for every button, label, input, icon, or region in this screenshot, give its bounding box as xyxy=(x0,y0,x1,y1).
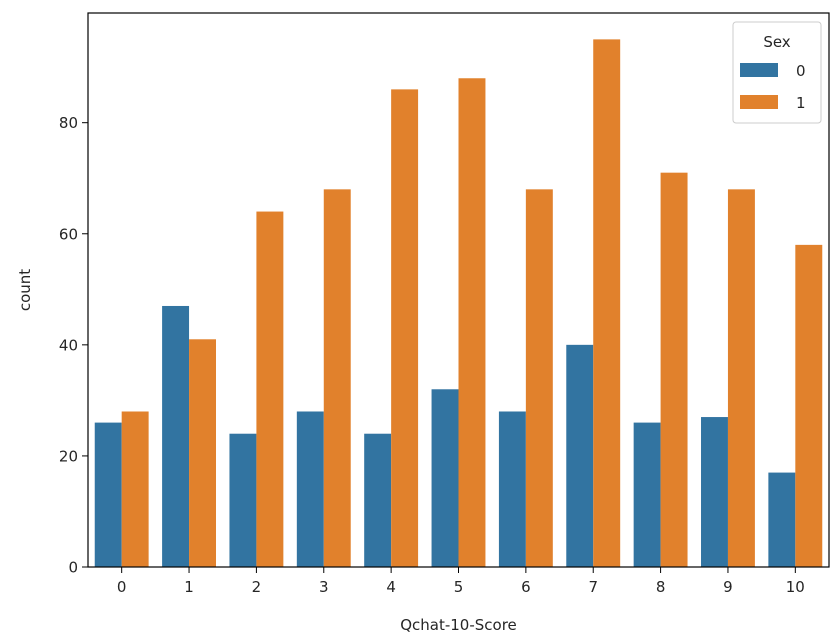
bar-8-series-1 xyxy=(660,172,688,568)
bar-4-series-1 xyxy=(391,89,419,568)
x-tick-label-9: 9 xyxy=(723,578,733,596)
bar-3-series-1 xyxy=(323,189,351,567)
legend-label-1: 1 xyxy=(796,94,806,112)
x-tick-label-6: 6 xyxy=(521,578,531,596)
y-tick-label-80: 80 xyxy=(59,114,78,132)
bar-2-series-0 xyxy=(229,433,257,567)
bar-10-series-0 xyxy=(768,472,796,567)
legend-label-0: 0 xyxy=(796,62,806,80)
bar-0-series-1 xyxy=(121,411,149,567)
bars-group xyxy=(94,39,823,568)
bar-0-series-0 xyxy=(94,422,122,567)
x-tick-label-2: 2 xyxy=(252,578,262,596)
bar-2-series-1 xyxy=(256,211,284,568)
bar-4-series-0 xyxy=(364,433,392,567)
bar-7-series-0 xyxy=(566,344,594,567)
legend-title: Sex xyxy=(763,33,790,51)
x-tick-label-4: 4 xyxy=(386,578,396,596)
plot-frame xyxy=(87,12,830,568)
y-axis: 0 20 40 60 80 xyxy=(59,114,88,577)
legend-swatch-0 xyxy=(740,63,778,77)
bar-6-series-0 xyxy=(498,411,526,567)
bar-10-series-1 xyxy=(795,244,823,567)
bar-6-series-1 xyxy=(525,189,553,567)
bar-3-series-0 xyxy=(296,411,324,567)
legend: Sex 0 1 xyxy=(732,21,822,124)
y-tick-label-20: 20 xyxy=(59,447,78,465)
y-tick-label-60: 60 xyxy=(59,225,78,243)
bar-1-series-0 xyxy=(162,305,190,567)
bar-9-series-1 xyxy=(727,189,755,567)
bar-8-series-0 xyxy=(633,422,661,567)
bar-5-series-0 xyxy=(431,389,459,567)
bar-1-series-1 xyxy=(189,339,216,567)
bar-9-series-0 xyxy=(701,417,728,567)
y-axis-label: count xyxy=(16,269,34,311)
bar-5-series-1 xyxy=(458,78,486,567)
x-tick-label-1: 1 xyxy=(184,578,194,596)
x-axis: 0 1 2 3 4 5 6 7 8 9 10 xyxy=(117,567,805,596)
y-tick-label-0: 0 xyxy=(68,559,78,577)
bar-7-series-1 xyxy=(593,39,621,567)
x-tick-label-10: 10 xyxy=(786,578,805,596)
x-tick-label-0: 0 xyxy=(117,578,127,596)
x-tick-label-5: 5 xyxy=(454,578,464,596)
x-axis-label: Qchat-10-Score xyxy=(400,616,517,634)
legend-swatch-1 xyxy=(740,95,778,109)
x-tick-label-7: 7 xyxy=(588,578,598,596)
x-tick-label-8: 8 xyxy=(656,578,666,596)
y-tick-label-40: 40 xyxy=(59,336,78,354)
x-tick-label-3: 3 xyxy=(319,578,329,596)
